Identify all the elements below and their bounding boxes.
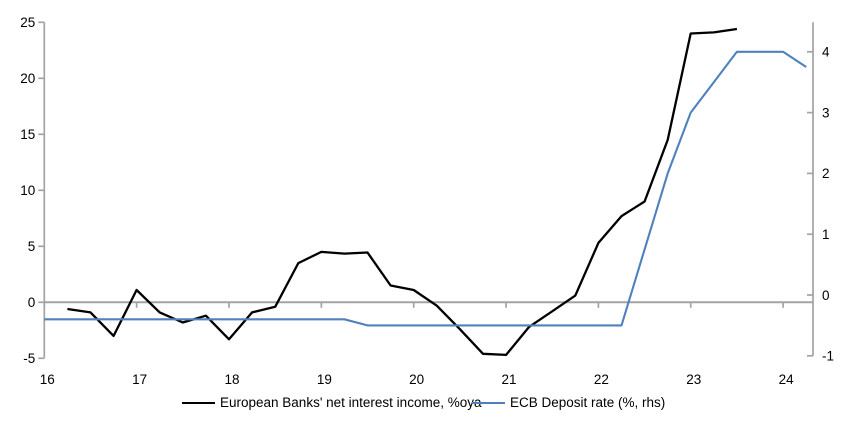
x-axis-label-20: 20 [409,372,424,387]
x-axis-label-18: 18 [224,372,239,387]
y-axis-left-label-10: 10 [20,183,35,198]
legend-swatch-european-banks-nii [182,401,215,404]
series-line-ecb-deposit-rate [44,50,807,327]
x-axis-label-23: 23 [686,372,701,387]
y-axis-left-label--5: -5 [23,351,35,366]
x-axis-label-22: 22 [594,372,609,387]
legend-label-ecb-deposit-rate: ECB Deposit rate (%, rhs) [510,395,666,410]
legend-item-european-banks-nii: European Banks' net interest income, %oy… [182,394,481,411]
y-axis-right-label-0: 0 [822,288,830,303]
x-axis-label-16: 16 [40,372,55,387]
y-axis-left-label-0: 0 [28,295,36,310]
y-axis-left-label-20: 20 [20,71,35,86]
y-axis-left-label-15: 15 [20,127,35,142]
y-axis-right-label-3: 3 [822,105,830,120]
series-line-european-banks-nii [67,27,738,357]
legend-label-european-banks-nii: European Banks' net interest income, %oy… [220,395,482,410]
y-axis-right-label-1: 1 [822,227,830,242]
x-axis-label-17: 17 [132,372,147,387]
legend-swatch-ecb-deposit-rate [472,401,505,404]
x-axis-label-21: 21 [502,372,517,387]
y-axis-left-label-25: 25 [20,15,35,30]
y-axis-right-label-2: 2 [822,166,830,181]
x-axis-label-24: 24 [779,372,795,387]
x-axis-label-19: 19 [317,372,332,387]
y-axis-right-label-4: 4 [822,45,830,60]
legend-item-ecb-deposit-rate: ECB Deposit rate (%, rhs) [472,394,665,411]
y-axis-left-label-5: 5 [28,239,36,254]
y-axis-right-label--1: -1 [822,349,834,364]
